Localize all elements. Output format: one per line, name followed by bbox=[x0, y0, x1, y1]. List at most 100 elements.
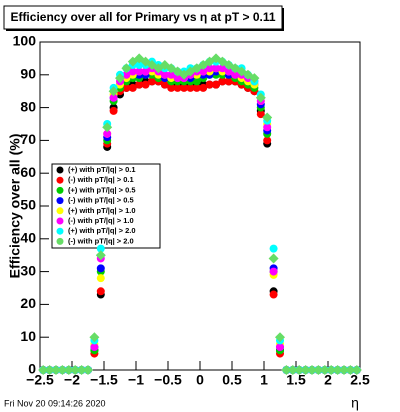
x-tick-label: −2.5 bbox=[26, 372, 54, 388]
marker bbox=[255, 92, 266, 103]
x-tick-label: 0 bbox=[196, 372, 204, 388]
marker bbox=[269, 244, 278, 253]
legend: (+) with pT/|q| > 0.1(-) with pT/|q| > 0… bbox=[51, 163, 161, 249]
marker bbox=[313, 365, 324, 375]
y-tick-label: 0 bbox=[28, 361, 36, 377]
legend-label: (-) with pT/|q| > 2.0 bbox=[68, 236, 134, 245]
marker bbox=[319, 365, 330, 375]
legend-label: (+) with pT/|q| > 0.5 bbox=[68, 185, 136, 194]
marker bbox=[122, 70, 131, 79]
legend-marker bbox=[56, 186, 64, 194]
marker bbox=[102, 122, 113, 133]
marker bbox=[135, 60, 144, 69]
marker bbox=[262, 112, 273, 123]
marker bbox=[57, 365, 68, 375]
y-tick-label: 70 bbox=[20, 131, 36, 147]
footer-date: Fri Nov 20 09:14:26 2020 bbox=[4, 398, 106, 408]
y-tick-label: 100 bbox=[13, 33, 37, 49]
marker bbox=[269, 267, 278, 276]
marker bbox=[89, 332, 100, 343]
marker bbox=[109, 106, 118, 115]
marker bbox=[96, 274, 105, 283]
marker bbox=[135, 67, 144, 76]
marker bbox=[108, 86, 119, 97]
x-tick-label: 1 bbox=[260, 372, 268, 388]
marker bbox=[173, 74, 182, 83]
y-tick-label: 10 bbox=[20, 328, 36, 344]
marker bbox=[275, 332, 285, 343]
marker bbox=[307, 365, 317, 375]
legend-box bbox=[51, 163, 161, 249]
marker bbox=[263, 123, 272, 132]
marker bbox=[212, 64, 220, 73]
x-tick-label: 1.5 bbox=[286, 372, 306, 388]
marker bbox=[83, 365, 93, 375]
marker bbox=[224, 77, 233, 86]
legend-marker bbox=[56, 166, 64, 174]
legend-label: (-) with pT/|q| > 1.0 bbox=[68, 216, 134, 225]
marker bbox=[121, 63, 132, 74]
marker bbox=[276, 343, 284, 352]
x-tick-label: 0.5 bbox=[222, 372, 242, 388]
legend-marker bbox=[56, 197, 64, 205]
marker bbox=[70, 365, 81, 375]
marker bbox=[294, 365, 305, 375]
marker bbox=[173, 83, 182, 92]
marker bbox=[90, 343, 99, 352]
marker bbox=[128, 83, 137, 92]
marker bbox=[212, 80, 220, 89]
marker bbox=[231, 70, 240, 79]
x-tick-label: 2.5 bbox=[350, 372, 370, 388]
marker bbox=[192, 83, 201, 92]
marker bbox=[224, 67, 233, 76]
marker bbox=[186, 83, 195, 92]
x-tick-label: 2 bbox=[324, 372, 332, 388]
chart-title: Efficiency over all for Primary vs η at … bbox=[10, 10, 275, 24]
marker bbox=[141, 80, 150, 89]
x-tick-label: −0.5 bbox=[154, 372, 182, 388]
marker bbox=[148, 77, 156, 86]
legend-marker bbox=[56, 237, 64, 245]
marker bbox=[326, 365, 337, 375]
marker bbox=[103, 129, 112, 138]
marker bbox=[300, 365, 311, 375]
marker bbox=[269, 290, 278, 299]
marker bbox=[122, 83, 131, 92]
y-tick-label: 30 bbox=[20, 262, 36, 278]
marker bbox=[287, 365, 298, 375]
marker bbox=[109, 93, 118, 102]
marker bbox=[205, 64, 214, 73]
marker bbox=[218, 64, 227, 73]
y-axis-label: Efficiency over all (%) bbox=[7, 134, 23, 279]
marker bbox=[332, 365, 343, 375]
legend-marker bbox=[56, 176, 64, 184]
marker bbox=[38, 365, 49, 375]
marker bbox=[96, 244, 105, 253]
x-tick-label: −1.5 bbox=[90, 372, 118, 388]
y-tick-label: 60 bbox=[20, 164, 36, 180]
marker bbox=[96, 287, 105, 296]
marker bbox=[135, 80, 144, 89]
marker bbox=[345, 365, 356, 375]
y-tick-label: 80 bbox=[20, 98, 36, 114]
legend-label: (-) with pT/|q| > 0.1 bbox=[68, 175, 134, 184]
marker bbox=[191, 63, 202, 74]
legend-marker bbox=[56, 217, 64, 225]
y-tick-label: 40 bbox=[20, 230, 36, 246]
x-tick-label: −2 bbox=[64, 372, 80, 388]
y-tick-label: 20 bbox=[20, 295, 36, 311]
marker bbox=[268, 253, 279, 264]
y-tick-label: 50 bbox=[20, 197, 36, 213]
marker bbox=[339, 365, 349, 375]
legend-marker bbox=[56, 207, 64, 215]
legend-label: (+) with pT/|q| > 0.1 bbox=[68, 165, 136, 174]
marker bbox=[256, 110, 265, 119]
frame bbox=[39, 41, 361, 371]
marker bbox=[63, 365, 74, 375]
marker bbox=[199, 83, 208, 92]
x-tick-label: −1 bbox=[128, 372, 144, 388]
legend-label: (+) with pT/|q| > 1.0 bbox=[68, 206, 136, 215]
marker bbox=[95, 250, 106, 261]
marker bbox=[249, 73, 260, 84]
